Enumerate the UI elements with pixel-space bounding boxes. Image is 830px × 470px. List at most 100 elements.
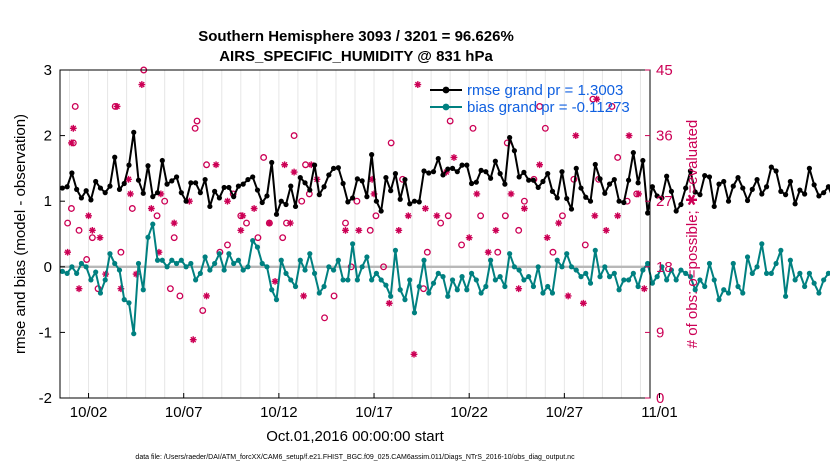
rmse-point — [436, 156, 441, 161]
bias-point — [507, 251, 512, 256]
obs-evaluated-marker — [591, 212, 598, 219]
rmse-point — [331, 166, 336, 171]
rmse-point — [550, 189, 555, 194]
bias-point — [207, 267, 212, 272]
rmse-point — [374, 199, 379, 204]
rmse-point — [212, 189, 217, 194]
bias-point — [193, 277, 198, 282]
rmse-point — [445, 166, 450, 171]
rmse-point — [588, 199, 593, 204]
obs-evaluated-marker — [70, 125, 77, 132]
bias-point — [445, 294, 450, 299]
rmse-point — [636, 180, 641, 185]
rmse-point — [364, 194, 369, 199]
bias-point — [331, 267, 336, 272]
bias-point — [483, 284, 488, 289]
bias-point — [517, 267, 522, 272]
bias-point — [250, 238, 255, 243]
y-tick-label: -2 — [39, 390, 52, 407]
y2-tick-label: 45 — [656, 62, 673, 79]
bias-point — [126, 300, 131, 305]
rmse-point — [269, 160, 274, 165]
obs-evaluated-marker — [239, 212, 246, 219]
obs-evaluated-marker — [536, 161, 543, 168]
rmse-point — [455, 169, 460, 174]
bias-point — [674, 277, 679, 282]
x-axis-label: Oct.01,2016 00:00:00 start — [266, 428, 444, 445]
rmse-point — [321, 184, 326, 189]
y2-tick-label: 36 — [656, 128, 673, 145]
rmse-point — [640, 158, 645, 163]
bias-point — [493, 277, 498, 282]
bias-point — [317, 290, 322, 295]
bias-point — [298, 258, 303, 263]
rmse-point — [507, 135, 512, 140]
bias-point — [60, 269, 65, 274]
bias-point — [131, 331, 136, 336]
x-tick-label: 10/07 — [165, 404, 203, 421]
bias-point — [341, 277, 346, 282]
bias-point — [293, 284, 298, 289]
bias-point — [79, 261, 84, 266]
obs-evaluated-marker — [466, 234, 473, 241]
bias-point — [398, 287, 403, 292]
rmse-point — [188, 180, 193, 185]
rmse-point — [745, 198, 750, 203]
rmse-point — [274, 212, 279, 217]
rmse-point — [122, 181, 127, 186]
bias-point — [360, 264, 365, 269]
bias-point — [807, 271, 812, 276]
rmse-point — [721, 179, 726, 184]
bias-point — [436, 271, 441, 276]
rmse-point — [169, 178, 174, 183]
chart: Southern Hemisphere 3093 / 3201 = 96.626… — [0, 0, 830, 470]
rmse-point — [569, 206, 574, 211]
y-tick-label: 3 — [44, 62, 52, 79]
rmse-point — [179, 190, 184, 195]
rmse-point — [773, 168, 778, 173]
rmse-point — [526, 178, 531, 183]
bias-point — [283, 271, 288, 276]
chart-subtitle: AIRS_SPECIFIC_HUMIDITY @ 831 hPa — [219, 48, 493, 65]
obs-evaluated-marker — [237, 227, 244, 234]
bias-point — [417, 284, 422, 289]
obs-evaluated-marker — [291, 169, 298, 176]
bias-point — [540, 290, 545, 295]
bias-point — [759, 241, 764, 246]
bias-point — [426, 290, 431, 295]
bias-point — [726, 290, 731, 295]
obs-evaluated-marker — [342, 227, 349, 234]
rmse-point — [279, 199, 284, 204]
obs-evaluated-marker — [68, 139, 75, 146]
rmse-point — [478, 168, 483, 173]
rmse-point — [788, 179, 793, 184]
rmse-point — [98, 185, 103, 190]
obs-evaluated-marker — [395, 227, 402, 234]
bias-point — [469, 271, 474, 276]
rmse-point — [498, 171, 503, 176]
bias-point — [521, 277, 526, 282]
bias-point — [712, 277, 717, 282]
rmse-point — [379, 208, 384, 213]
rmse-point — [754, 177, 759, 182]
bias-point — [160, 258, 165, 263]
rmse-point — [536, 185, 541, 190]
bias-point — [650, 281, 655, 286]
rmse-point — [759, 191, 764, 196]
rmse-point — [793, 201, 798, 206]
x-tick-label: 10/22 — [450, 404, 488, 421]
rmse-point — [645, 210, 650, 215]
rmse-point — [345, 199, 350, 204]
obs-evaluated-marker — [614, 212, 621, 219]
rmse-point — [464, 163, 469, 168]
rmse-point — [260, 200, 265, 205]
bias-point — [488, 258, 493, 263]
rmse-point — [350, 195, 355, 200]
obs-evaluated-marker — [127, 191, 134, 198]
bias-point — [388, 294, 393, 299]
bias-point — [455, 287, 460, 292]
rmse-point — [769, 164, 774, 169]
bias-point — [583, 271, 588, 276]
bias-point — [731, 261, 736, 266]
rmse-point — [502, 182, 507, 187]
